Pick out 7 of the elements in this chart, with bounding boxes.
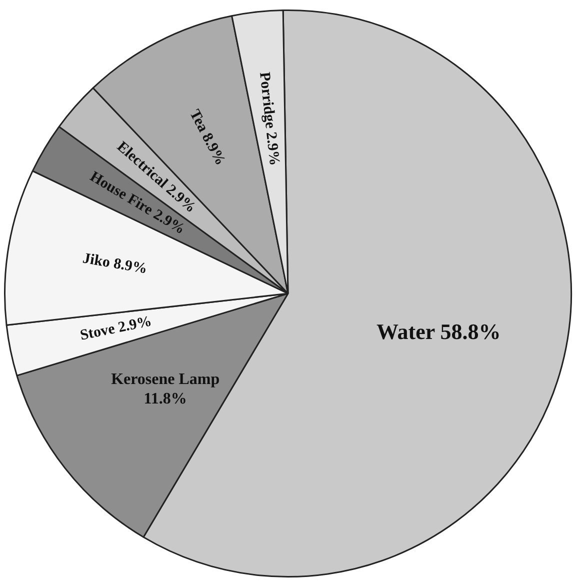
slice-label: Porridge 2.9% (256, 71, 282, 167)
slice-label: Stove 2.9% (78, 314, 154, 344)
slice-label: Tea 8.9% (186, 107, 228, 168)
slice-label: Water 58.8% (376, 319, 501, 344)
data-label: 11.8% (144, 390, 187, 408)
slice-label: Kerosene Lamp (111, 371, 220, 388)
slice-label: Jiko 8.9% (81, 250, 148, 278)
